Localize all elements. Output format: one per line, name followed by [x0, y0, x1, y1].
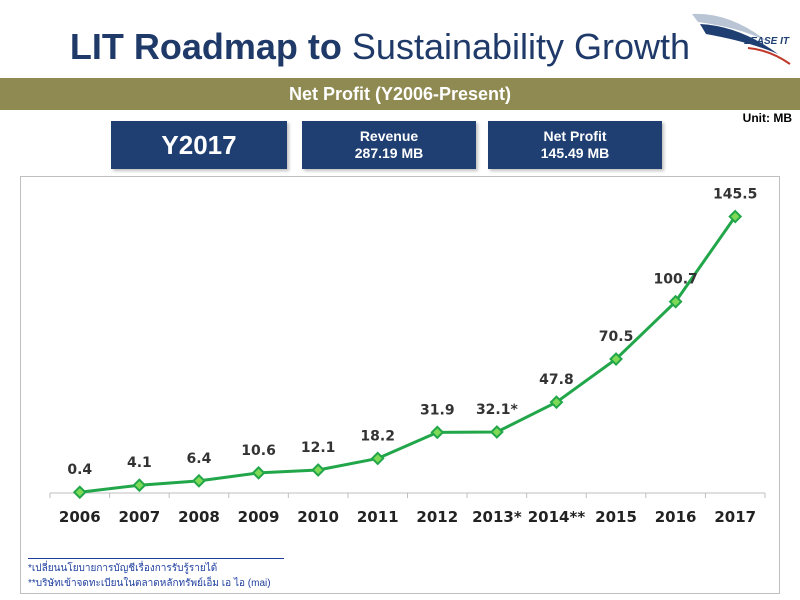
net-profit-value: 145.49 MB [540, 145, 610, 161]
chart-frame [20, 176, 780, 594]
data-label-2009: 10.6 [241, 443, 276, 459]
net-profit-series-line [79, 215, 737, 494]
revenue-box: Revenue 287.19 MB [302, 121, 476, 169]
data-label-2015: 70.5 [599, 329, 634, 345]
data-point-2016 [668, 294, 683, 309]
note-mai-listing: **บริษัทเข้าจดทะเบียนในตลาดหลักทรัพย์เอ็… [28, 578, 271, 589]
data-label-2007: 4.1 [127, 455, 152, 471]
revenue-value: 287.19 MB [354, 145, 424, 161]
data-label-2011: 18.2 [360, 428, 395, 444]
x-tick-label-2015: 2015 [595, 508, 637, 526]
data-label-2013: 32.1* [476, 402, 519, 418]
x-tick-label-2014: 2014** [528, 508, 586, 526]
x-tick-label-2010: 2010 [297, 508, 339, 526]
logo-text: LEASE IT [744, 36, 790, 47]
unit-label: Unit: MB [742, 111, 792, 125]
data-point-2012 [430, 425, 445, 440]
x-tick-label-2017: 2017 [714, 508, 756, 526]
company-logo: LEASE IT [690, 8, 795, 68]
logo-swoosh-front [700, 24, 778, 54]
data-label-2008: 6.4 [187, 451, 212, 467]
net-profit-label: Net Profit [543, 128, 607, 144]
data-point-2015 [609, 352, 623, 366]
data-point-2010 [311, 463, 326, 477]
data-point-2013 [489, 425, 504, 439]
section-band: Net Profit (Y2006-Present) [0, 78, 800, 110]
x-tick-label-2016: 2016 [655, 508, 697, 526]
x-tick-label-2006: 2006 [59, 508, 101, 526]
data-label-2012: 31.9 [420, 402, 455, 418]
logo-accent [747, 47, 791, 65]
x-tick-label-2013: 2013* [472, 508, 522, 526]
title-bold: LIT Roadmap to [69, 26, 342, 67]
logo-swoosh-back [692, 13, 768, 42]
data-point-2008 [192, 473, 206, 488]
data-point-2014 [549, 395, 564, 410]
title-light: Sustainability Growth [351, 26, 691, 67]
page-title: LIT Roadmap to Sustainability Growth [0, 26, 760, 68]
data-label-2017: 145.5 [713, 187, 757, 203]
x-tick-label-2011: 2011 [357, 508, 399, 526]
data-label-2010: 12.1 [301, 440, 336, 456]
data-label-2016: 100.7 [653, 272, 697, 288]
data-point-2009 [251, 465, 266, 480]
data-point-2011 [370, 451, 385, 466]
year-box: Y2017 [111, 121, 287, 169]
data-label-2006: 0.4 [67, 462, 92, 478]
note-accounting-policy: *เปลี่ยนนโยบายการบัญชีเรื่องการรับรู้ราย… [28, 563, 218, 574]
x-tick-label-2008: 2008 [178, 508, 220, 526]
x-tick-label-2012: 2012 [416, 508, 458, 526]
data-point-2006 [72, 485, 87, 500]
data-point-2007 [132, 478, 147, 493]
x-tick-label-2009: 2009 [238, 508, 280, 526]
x-tick-label-2007: 2007 [119, 508, 161, 526]
data-point-2017 [728, 209, 743, 224]
data-label-2014: 47.8 [539, 372, 574, 388]
net-profit-box: Net Profit 145.49 MB [488, 121, 662, 169]
notes-divider [28, 558, 284, 559]
revenue-label: Revenue [359, 128, 419, 144]
